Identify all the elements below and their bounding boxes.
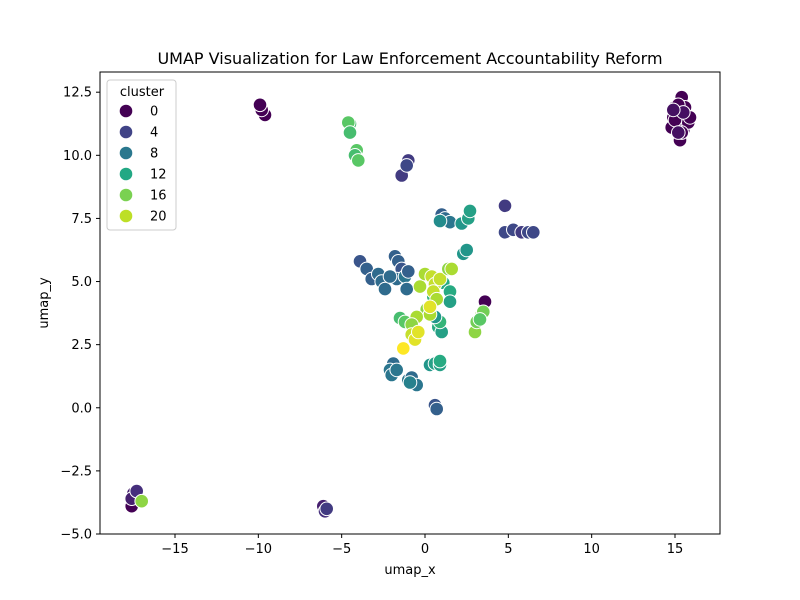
data-point xyxy=(462,203,478,219)
legend-marker xyxy=(118,166,134,182)
data-point xyxy=(342,125,358,140)
y-tick-label: −5.0 xyxy=(60,528,92,543)
x-tick-label: 0 xyxy=(421,542,429,557)
legend-label: 16 xyxy=(150,189,167,204)
y-tick-label: 10.0 xyxy=(63,149,92,164)
x-tick-label: 10 xyxy=(583,542,600,557)
data-point xyxy=(252,97,268,113)
y-tick-label: −2.5 xyxy=(60,464,92,479)
legend-marker xyxy=(118,145,134,161)
data-point xyxy=(351,153,366,168)
data-point xyxy=(497,198,513,214)
legend-marker xyxy=(118,187,134,203)
legend-label: 0 xyxy=(150,105,158,120)
x-tick-label: 5 xyxy=(504,542,512,557)
data-point xyxy=(666,102,681,118)
legend-label: 8 xyxy=(150,147,158,162)
data-point xyxy=(444,261,460,277)
legend-label: 12 xyxy=(150,168,167,183)
data-point xyxy=(429,401,445,417)
x-tick-label: −5 xyxy=(332,542,351,557)
data-point xyxy=(411,324,426,340)
y-tick-label: 5.0 xyxy=(71,275,92,290)
legend-marker xyxy=(118,124,134,140)
legend: cluster 0 4 8 12 16 20 xyxy=(106,79,177,231)
y-tick-label: 7.5 xyxy=(71,212,92,227)
x-tick-label: 15 xyxy=(667,542,684,557)
data-point xyxy=(432,353,448,369)
legend-title: cluster xyxy=(120,85,165,100)
data-point xyxy=(422,299,438,315)
data-point xyxy=(459,242,475,258)
data-point xyxy=(432,213,448,229)
plot-frame xyxy=(99,71,721,535)
legend-marker xyxy=(118,208,134,224)
x-axis-label: umap_x xyxy=(384,563,436,578)
x-tick-label: −15 xyxy=(161,542,188,557)
data-point xyxy=(432,271,448,287)
data-point xyxy=(382,269,398,284)
data-point xyxy=(319,501,335,517)
y-tick-label: 0.0 xyxy=(71,401,92,416)
y-tick-label: 12.5 xyxy=(63,86,92,101)
data-point xyxy=(399,281,415,297)
legend-marker xyxy=(118,103,134,119)
data-point xyxy=(134,493,149,509)
points-layer xyxy=(124,89,698,519)
axis-ticks: −15 −10 −5 0 5 10 15 −5.0 −2.5 0.0 2.5 5.0 7.5 10.0 12… xyxy=(60,86,683,557)
legend-label: 4 xyxy=(150,126,158,141)
data-point xyxy=(377,281,393,297)
legend-label: 20 xyxy=(150,210,167,225)
data-point xyxy=(442,294,458,310)
data-point xyxy=(389,362,405,378)
data-point xyxy=(412,279,428,294)
y-tick-label: 2.5 xyxy=(71,338,92,353)
data-point xyxy=(401,264,416,279)
chart-title: UMAP Visualization for Law Enforcement A… xyxy=(157,49,662,68)
legend-box xyxy=(106,79,177,231)
data-point xyxy=(402,375,418,390)
y-axis-label: umap_y xyxy=(37,277,52,329)
x-tick-label: −10 xyxy=(245,542,272,557)
data-point xyxy=(396,341,411,356)
data-point xyxy=(526,225,541,240)
data-point xyxy=(399,158,415,173)
data-point xyxy=(472,312,488,327)
data-point xyxy=(671,125,686,140)
